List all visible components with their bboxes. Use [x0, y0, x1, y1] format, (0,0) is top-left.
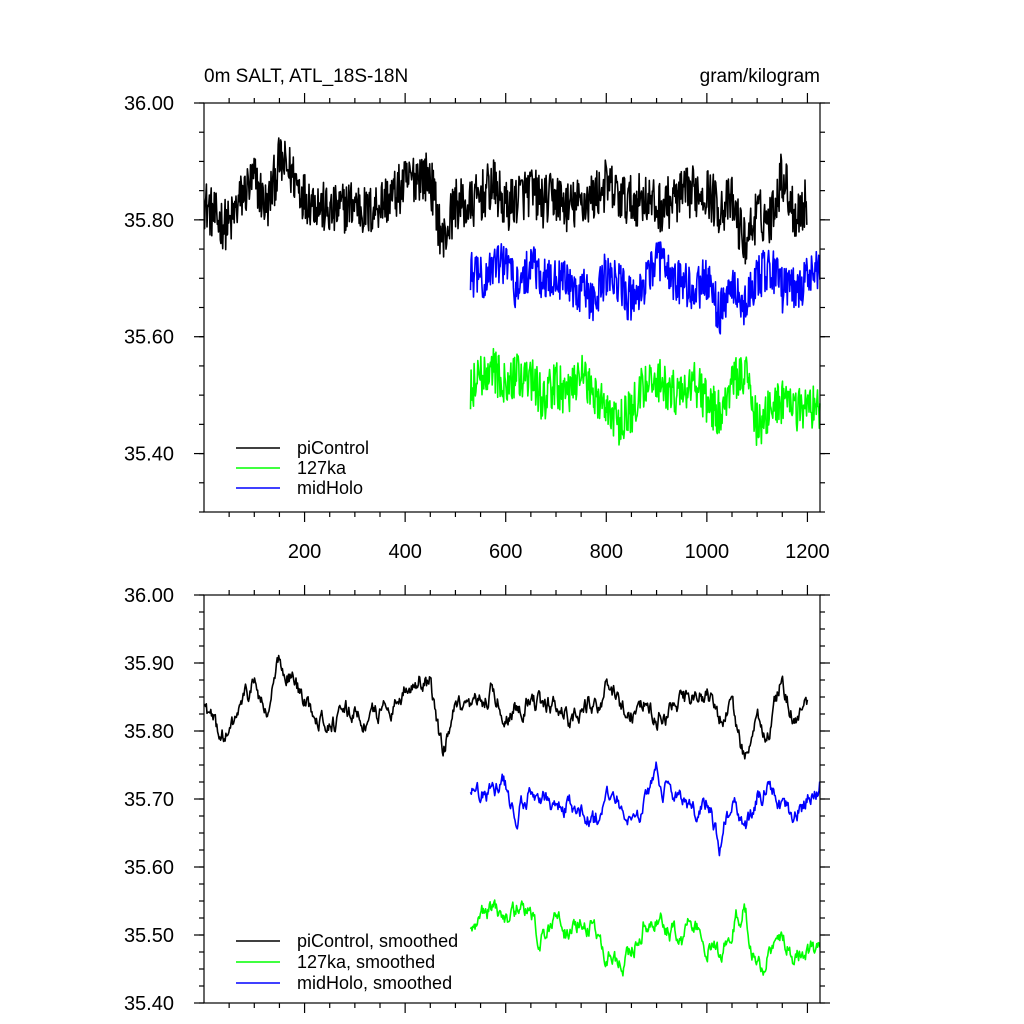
- series-line-top-midholo: [469, 241, 821, 335]
- y-tick-label: 36.00: [124, 585, 174, 607]
- x-tick-label: 1200: [785, 541, 830, 563]
- y-tick-label: 35.40: [124, 444, 174, 466]
- y-tick-label: 35.90: [124, 653, 174, 675]
- top-panel: 200 400 600 800 1000 1200 35.40 35.60 35.80 36.00…: [124, 93, 830, 563]
- series-line-bottom-picontrol-smoothed: [203, 654, 809, 760]
- legend-label: midHolo, smoothed: [297, 973, 452, 993]
- y-tick-label: 35.40: [124, 993, 174, 1015]
- legend-label: 127ka: [297, 458, 347, 478]
- y-tick-label: 35.50: [124, 925, 174, 947]
- legend-label: 127ka, smoothed: [297, 952, 435, 972]
- series-line-bottom-127ka-smoothed: [469, 899, 821, 977]
- legend-label: midHolo: [297, 478, 363, 498]
- x-tick-label: 800: [590, 541, 623, 563]
- legend-label: piControl, smoothed: [297, 931, 458, 951]
- y-tick-label: 35.80: [124, 721, 174, 743]
- y-tick-label: 35.80: [124, 210, 174, 232]
- top-chart-title: 0m SALT, ATL_18S-18N: [204, 66, 408, 87]
- series-line-bottom-midholo-smoothed: [469, 761, 821, 857]
- y-tick-label: 35.70: [124, 789, 174, 811]
- y-tick-label: 36.00: [124, 93, 174, 115]
- legend-label: piControl: [297, 438, 369, 458]
- x-tick-label: 200: [288, 541, 321, 563]
- top-chart-units: gram/kilogram: [700, 66, 820, 87]
- y-tick-label: 35.60: [124, 327, 174, 349]
- x-tick-label: 600: [489, 541, 522, 563]
- series-line-top-127ka: [469, 347, 821, 447]
- x-tick-label: 1000: [685, 541, 730, 563]
- x-tick-label: 400: [388, 541, 421, 563]
- series-line-top-picontrol: [203, 137, 808, 265]
- y-tick-label: 35.60: [124, 857, 174, 879]
- bottom-panel: 35.40 35.50 35.60 35.70 35.80 35.90 36.00 piCon…: [124, 585, 830, 1015]
